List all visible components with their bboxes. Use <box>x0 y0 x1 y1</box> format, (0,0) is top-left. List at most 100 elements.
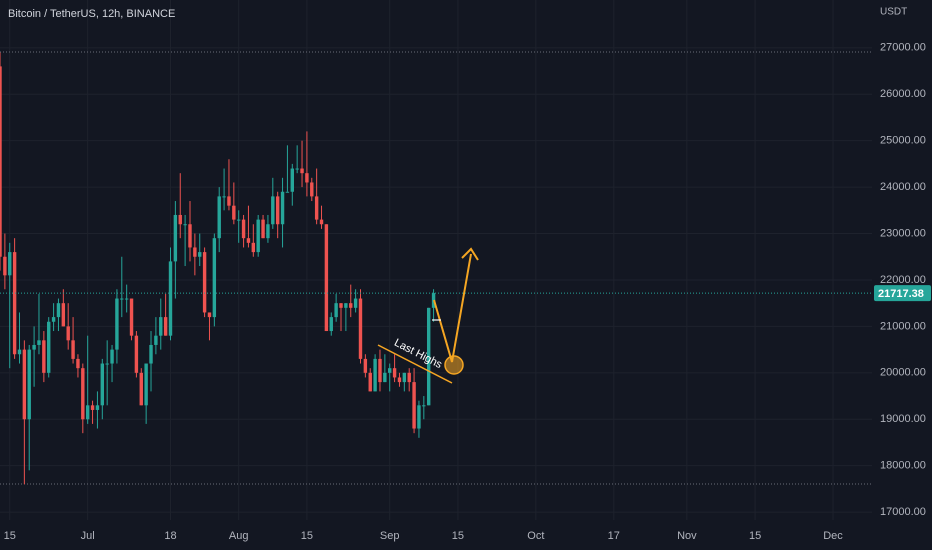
last-price-badge <box>874 285 931 302</box>
candle-body <box>295 168 299 170</box>
candle-body <box>105 363 109 365</box>
candle-body <box>159 317 163 336</box>
x-tick-label: Nov <box>677 530 697 542</box>
trend-line <box>377 344 453 384</box>
candle-body <box>100 363 105 406</box>
candle-body <box>42 340 46 373</box>
x-tick-label: 15 <box>301 530 313 542</box>
y-axis-label: USDT <box>880 7 907 18</box>
candle-body <box>124 298 129 300</box>
y-tick-label: 21000.00 <box>880 320 926 332</box>
candle-body <box>90 405 95 410</box>
candle-body <box>334 303 338 318</box>
x-tick-label: 15 <box>749 530 761 542</box>
last-price-label: 21717.38 <box>878 288 924 300</box>
candle-body <box>349 303 353 308</box>
y-tick-label: 18000.00 <box>880 460 926 472</box>
x-tick-label: Aug <box>229 530 249 542</box>
candle-body <box>344 303 348 308</box>
candle-body <box>222 196 226 198</box>
candle-body <box>51 317 56 322</box>
candle-body <box>198 252 202 257</box>
candle-body <box>368 372 372 392</box>
candle-body <box>17 349 22 355</box>
candle-body <box>56 303 61 318</box>
candle-body <box>319 219 324 225</box>
x-tick-label: 17 <box>608 530 620 542</box>
candle-body <box>8 252 12 276</box>
candle-body <box>266 224 270 239</box>
candle-body <box>202 252 207 313</box>
candle-body <box>173 214 178 262</box>
candle-body <box>383 372 387 383</box>
candle-body <box>27 349 31 420</box>
candle-body <box>144 363 148 406</box>
x-tick-label: Jul <box>81 530 95 542</box>
candle-body <box>3 256 7 276</box>
x-tick-label: 15 <box>4 530 16 542</box>
target-circle <box>444 355 464 375</box>
candle-body <box>363 358 368 373</box>
candle-body <box>95 405 100 410</box>
candles <box>0 52 436 485</box>
candle-body <box>110 349 114 364</box>
candle-body <box>241 219 246 239</box>
candle-body <box>271 196 275 225</box>
candle-body <box>139 372 143 406</box>
candle-body <box>168 261 173 336</box>
candle-body <box>163 317 168 336</box>
candle-body <box>66 326 70 341</box>
candle-body <box>212 238 217 318</box>
candle-body <box>353 298 358 308</box>
candle-body <box>378 358 382 383</box>
candle-body <box>246 238 251 243</box>
candle-body <box>280 191 285 225</box>
candle-body <box>193 247 197 257</box>
candle-body <box>275 196 280 225</box>
candle-body <box>412 382 416 429</box>
candle-body <box>324 224 329 332</box>
y-tick-label: 25000.00 <box>880 135 926 147</box>
candle-body <box>71 340 75 359</box>
candle-body <box>76 358 80 369</box>
x-tick-label: 15 <box>452 530 464 542</box>
x-tick-label: Oct <box>527 530 544 542</box>
candle-body <box>314 196 319 220</box>
candle-body <box>417 405 421 429</box>
candle-body <box>251 242 256 253</box>
candle-body <box>407 372 411 383</box>
y-tick-label: 27000.00 <box>880 42 926 54</box>
candle-body <box>154 335 158 345</box>
candle-body <box>426 307 431 406</box>
candle-body <box>120 298 124 300</box>
candle-body <box>0 66 2 257</box>
candle-body <box>183 224 187 226</box>
candle-body <box>402 372 407 383</box>
candle-body <box>81 368 85 420</box>
candle-body <box>134 335 139 373</box>
chart-title: Bitcoin / TetherUS, 12h, BINANCE <box>8 8 175 20</box>
candle-body <box>329 317 333 332</box>
candle-body <box>358 298 363 359</box>
candle-body <box>310 182 314 197</box>
arrow-head <box>461 247 479 261</box>
candle-body <box>236 219 241 221</box>
candle-body <box>339 303 343 308</box>
candle-body <box>22 349 27 420</box>
candle-body <box>217 196 221 239</box>
candle-body <box>261 219 265 239</box>
y-tick-label: 22000.00 <box>880 274 926 286</box>
y-tick-label: 20000.00 <box>880 367 926 379</box>
candle-body <box>129 298 134 336</box>
x-tick-label: Dec <box>823 530 843 542</box>
y-tick-label: 24000.00 <box>880 181 926 193</box>
y-tick-label: 17000.00 <box>880 506 926 518</box>
candle-body <box>207 312 212 318</box>
y-tick-label: 23000.00 <box>880 227 926 239</box>
candle-body <box>149 344 153 364</box>
candle-body <box>388 368 392 373</box>
x-tick-label: 18 <box>164 530 176 542</box>
candle-body <box>300 168 304 174</box>
